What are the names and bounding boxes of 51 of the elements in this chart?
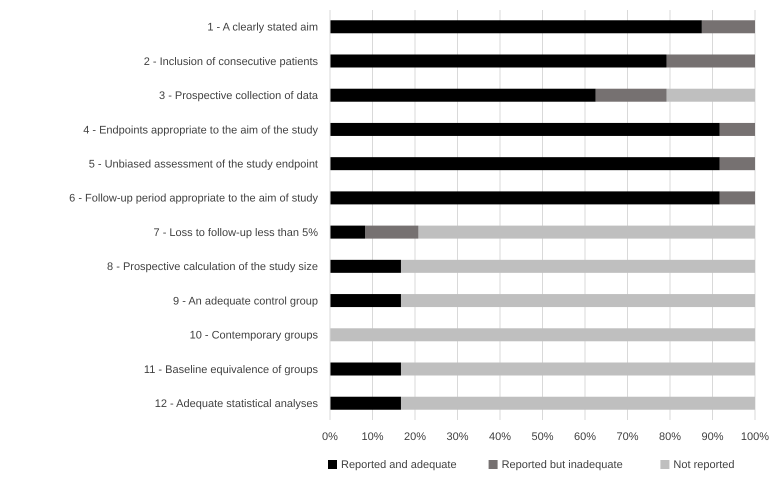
bar xyxy=(330,328,755,342)
x-tick-label: 0% xyxy=(322,431,338,443)
bar xyxy=(666,54,755,68)
y-tick-label: 12 - Adequate statistical analyses xyxy=(154,398,318,410)
bar xyxy=(330,122,720,136)
x-tick-label: 60% xyxy=(574,431,596,443)
bar xyxy=(400,294,755,308)
x-tick-label: 20% xyxy=(404,431,426,443)
legend-label: Reported and adequate xyxy=(341,459,457,471)
y-tick-label: 2 - Inclusion of consecutive patients xyxy=(144,56,318,68)
bar xyxy=(702,20,755,34)
y-tick-label: 9 - An adequate control group xyxy=(173,295,318,308)
y-tick-label: 10 - Contemporary groups xyxy=(190,330,318,342)
x-tick-label: 70% xyxy=(616,431,639,443)
bar xyxy=(720,122,755,136)
bar xyxy=(330,226,366,239)
bar xyxy=(330,362,401,376)
bar xyxy=(365,226,418,239)
y-tick-label: 4 - Endpoints appropriate to the aim of the study xyxy=(83,124,318,136)
bar xyxy=(400,396,755,410)
bar xyxy=(400,260,755,273)
bar xyxy=(330,54,667,68)
bar xyxy=(666,88,755,102)
x-tick-label: 50% xyxy=(531,431,554,443)
bar xyxy=(330,294,401,308)
legend-label: Reported but inadequate xyxy=(502,459,623,471)
bar xyxy=(330,20,702,34)
bar xyxy=(330,260,401,273)
bar xyxy=(330,88,596,102)
y-tick-label: 11 - Baseline equivalence of groups xyxy=(144,364,318,376)
bar xyxy=(418,226,755,239)
y-tick-label: 6 - Follow-up period appropriate to the aim of study xyxy=(69,192,318,205)
x-tick-label: 80% xyxy=(658,431,682,443)
x-tick-label: 40% xyxy=(488,431,512,443)
bar xyxy=(330,396,401,410)
x-tick-label: 90% xyxy=(701,431,724,443)
bar xyxy=(720,157,755,170)
x-tick-label: 30% xyxy=(446,431,469,443)
y-tick-label: 7 - Loss to follow-up less than 5% xyxy=(154,226,318,239)
bar xyxy=(330,191,720,204)
y-tick-label: 1 - A clearly stated aim xyxy=(207,22,318,34)
bar xyxy=(596,88,667,102)
y-tick-label: 8 - Prospective calculation of the study size xyxy=(107,261,318,274)
bar xyxy=(720,191,755,204)
legend-label: Not reported xyxy=(673,459,735,471)
y-tick-label: 3 - Prospective collection of data xyxy=(159,90,319,102)
y-tick-label: 5 - Unbiased assessment of the study endpoint xyxy=(88,158,318,171)
bar xyxy=(330,157,720,170)
x-tick-label: 10% xyxy=(361,431,384,443)
x-tick-label: 100% xyxy=(740,431,770,443)
bar xyxy=(400,362,755,376)
